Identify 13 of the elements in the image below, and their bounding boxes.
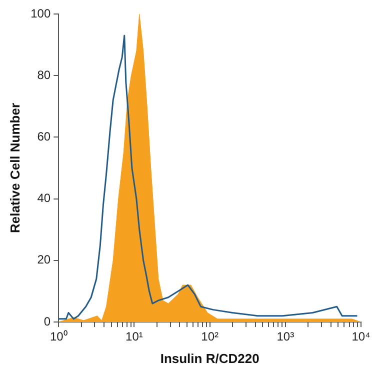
x-tick-label: 10³ <box>276 330 294 344</box>
y-tick-label: 60 <box>37 130 51 144</box>
x-axis-title: Insulin R/CD220 <box>160 350 260 366</box>
y-tick-label: 0 <box>44 314 51 328</box>
y-tick-label: 100 <box>30 6 51 20</box>
x-tick-label: 10² <box>201 330 218 344</box>
y-axis-title: Relative Cell Number <box>7 102 22 234</box>
x-tick-label: 10⁴ <box>352 330 370 344</box>
x-tick-label: 10⁰ <box>50 330 68 344</box>
x-tick-label: 10¹ <box>126 330 143 344</box>
y-tick-label: 80 <box>37 68 51 82</box>
y-tick-label: 40 <box>37 191 51 206</box>
y-tick-label: 20 <box>37 252 51 267</box>
